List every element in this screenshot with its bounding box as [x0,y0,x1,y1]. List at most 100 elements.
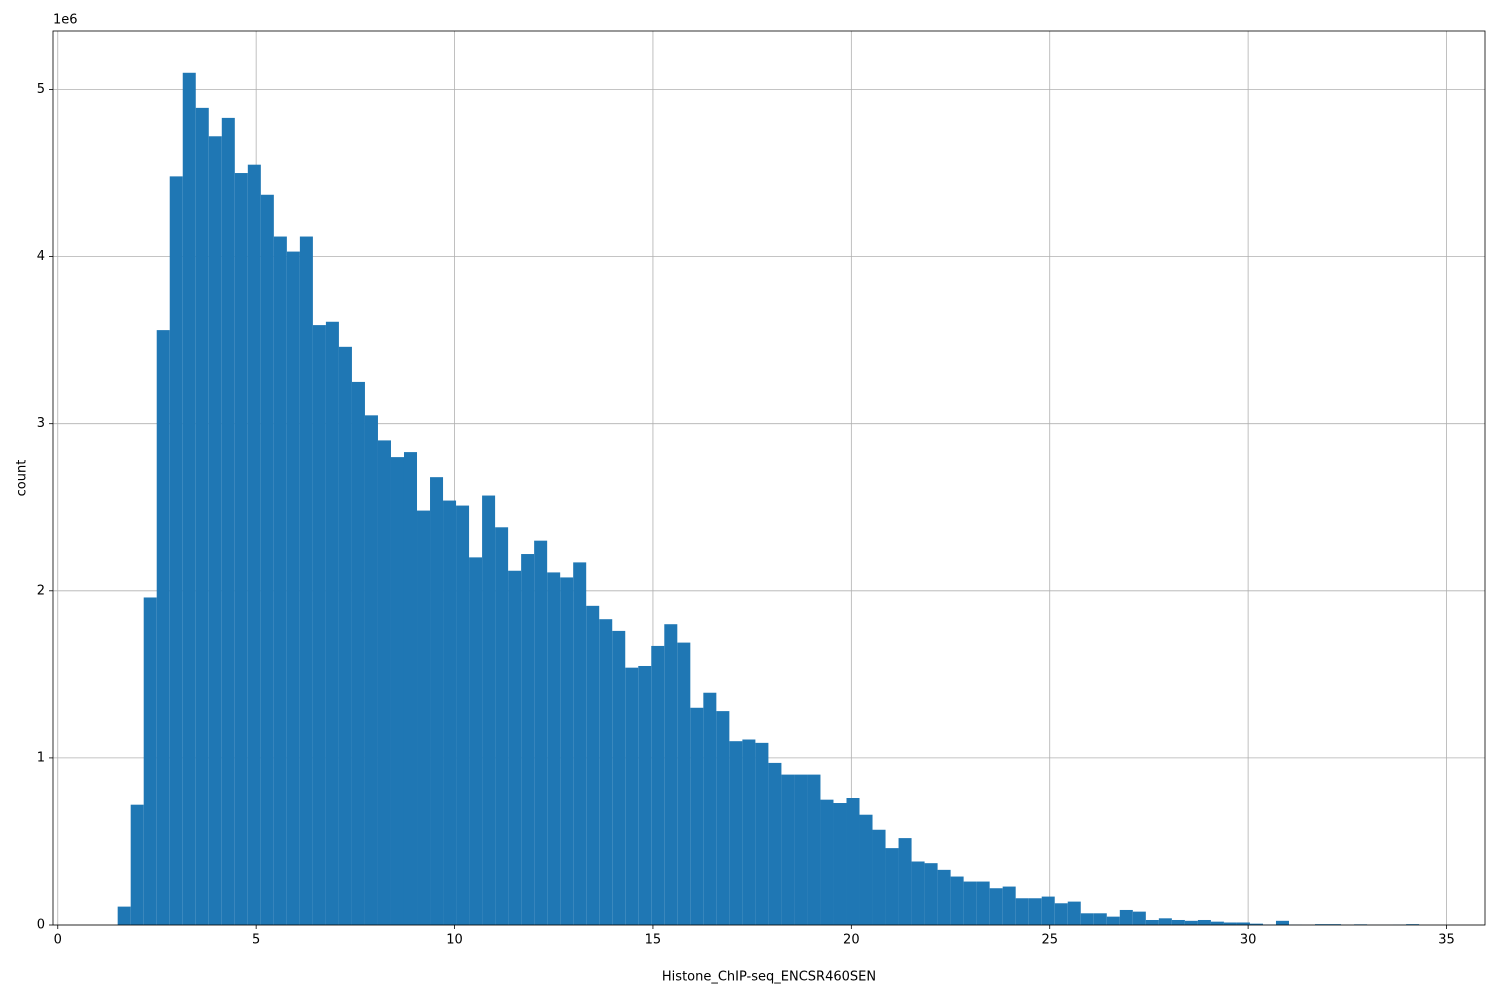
x-axis-label: Histone_ChIP-seq_ENCSR460SEN [662,970,876,985]
y-tick-label: 3 [37,416,45,431]
bar [508,571,521,925]
bar [131,805,144,925]
bar [1055,903,1068,925]
x-tick-label: 30 [1240,933,1257,948]
bar [938,870,951,925]
x-tick-label: 35 [1438,933,1455,948]
bar [404,452,417,925]
bar [833,803,846,925]
bar [1107,917,1120,925]
bar [703,693,716,925]
bar [886,848,899,925]
bar [352,382,365,925]
bar [456,506,469,925]
bar [1081,913,1094,925]
bar [1198,920,1211,925]
bar [1146,920,1159,925]
bar [860,815,873,925]
x-tick-label: 10 [446,933,463,948]
bar [690,708,703,925]
bar [625,668,638,925]
bar [781,775,794,925]
bar [482,496,495,925]
x-tick-label: 0 [54,933,62,948]
bar [1042,897,1055,925]
bar [599,619,612,925]
bar [430,477,443,925]
bar [925,863,938,925]
bar [1016,898,1029,925]
bar [300,237,313,925]
x-tick-label: 5 [252,933,260,948]
bar [157,330,170,925]
bar [873,830,886,925]
bar [521,554,534,925]
y-axis-label: count [15,460,30,497]
bar [1003,887,1016,925]
bar [1159,918,1172,925]
bar [1133,912,1146,925]
y-tick-label: 4 [37,249,45,264]
bar [716,711,729,925]
bar [183,73,196,925]
bar [912,862,925,925]
bar [677,643,690,925]
bar [235,173,248,925]
bar [443,501,456,925]
bar [1185,921,1198,925]
bar [534,541,547,925]
x-tick-label: 25 [1041,933,1058,948]
bar [638,666,651,925]
bar [1120,910,1133,925]
bar [820,800,833,925]
y-tick-label: 0 [37,918,45,933]
bar [170,176,183,925]
bar [560,577,573,925]
bar [274,237,287,925]
bar [742,740,755,925]
bar [807,775,820,925]
bar [768,763,781,925]
bar [365,415,378,925]
bar [495,527,508,925]
bar [1172,920,1185,925]
bar [1029,898,1042,925]
bar [1276,921,1289,925]
bar [1094,913,1107,925]
bar [794,775,807,925]
bar [313,325,326,925]
bar [586,606,599,925]
bar [287,252,300,925]
bar [755,743,768,925]
bar [209,136,222,925]
bar [1211,922,1224,925]
bar [990,888,1003,925]
bar [391,457,404,925]
bar [118,907,131,925]
bar [846,798,859,925]
bar [196,108,209,925]
bar [664,624,677,925]
bar [951,877,964,925]
bar [222,118,235,925]
bar [573,562,586,925]
bar [729,741,742,925]
bar [899,838,912,925]
bar [977,882,990,925]
bar [144,597,157,925]
bar [339,347,352,925]
y-tick-label: 5 [37,82,45,97]
bar [964,882,977,925]
x-tick-label: 20 [843,933,860,948]
bar [378,440,391,925]
y-tick-label: 2 [37,583,45,598]
bar [612,631,625,925]
bar [417,511,430,925]
x-tick-label: 15 [645,933,662,948]
y-offset-label: 1e6 [53,13,78,28]
bar [469,557,482,925]
bar [248,165,261,925]
bar [1068,902,1081,925]
y-tick-label: 1 [37,750,45,765]
